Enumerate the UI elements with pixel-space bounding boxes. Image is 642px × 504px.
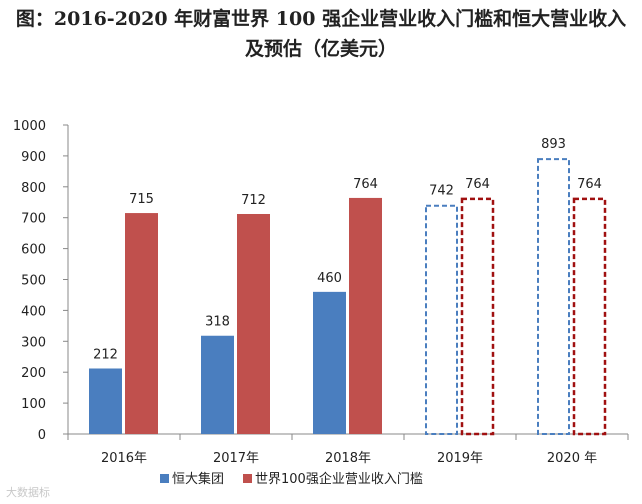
- y-tick-label: 700: [21, 212, 46, 227]
- y-tick-label: 800: [21, 181, 46, 196]
- bar-threshold: [349, 197, 382, 434]
- chart-title: 图：2016-2020 年财富世界 100 强企业营业收入门槛和恒大营业收入 及…: [0, 4, 642, 64]
- bar-evergrande: [201, 335, 234, 434]
- bar-evergrande: [313, 291, 346, 434]
- data-label-evergrande: 318: [205, 315, 230, 330]
- bar-threshold-estimate: [460, 197, 495, 436]
- data-label-evergrande: 742: [429, 184, 454, 199]
- bar-threshold: [125, 213, 158, 434]
- legend-evergrande-swatch: [160, 474, 169, 483]
- y-tick-label: 300: [21, 335, 46, 350]
- x-tick-label: 2018年: [325, 451, 371, 466]
- data-label-threshold: 764: [465, 177, 490, 192]
- bar-evergrande-estimate: [537, 158, 570, 436]
- y-tick-label: 100: [21, 397, 46, 412]
- legend-threshold-label: 世界100强企业营业收入门槛: [255, 471, 423, 487]
- legend-threshold-swatch: [243, 474, 252, 483]
- bar-threshold-estimate: [572, 197, 607, 436]
- x-tick-label: 2017年: [213, 451, 259, 466]
- chart-title-line1: 图：2016-2020 年财富世界 100 强企业营业收入门槛和恒大营业收入: [15, 8, 627, 30]
- y-tick-label: 900: [21, 150, 46, 165]
- bar-evergrande-estimate: [425, 204, 458, 435]
- watermark: 大数据标: [6, 486, 50, 499]
- bar-evergrande: [89, 368, 122, 434]
- x-tick-label: 2016年: [101, 451, 147, 466]
- legend-evergrande-label: 恒大集团: [172, 471, 224, 487]
- data-label-threshold: 712: [241, 193, 266, 208]
- y-tick-label: 600: [21, 243, 46, 258]
- data-label-threshold: 764: [577, 177, 602, 192]
- y-tick-label: 0: [38, 428, 46, 443]
- data-label-evergrande: 893: [541, 137, 566, 152]
- data-label-evergrande: 212: [93, 347, 118, 362]
- y-tick-label: 200: [21, 366, 46, 381]
- data-label-threshold: 764: [353, 177, 378, 192]
- y-tick-label: 500: [21, 274, 46, 289]
- chart-title-line2: 及预估（亿美元）: [244, 38, 397, 60]
- data-label-threshold: 715: [129, 192, 154, 207]
- y-tick-label: 400: [21, 304, 46, 319]
- bar-threshold: [237, 213, 270, 434]
- x-tick-label: 2020 年: [547, 451, 597, 466]
- y-tick-label: 1000: [13, 119, 46, 134]
- data-label-evergrande: 460: [317, 271, 342, 286]
- x-tick-label: 2019年: [437, 451, 483, 466]
